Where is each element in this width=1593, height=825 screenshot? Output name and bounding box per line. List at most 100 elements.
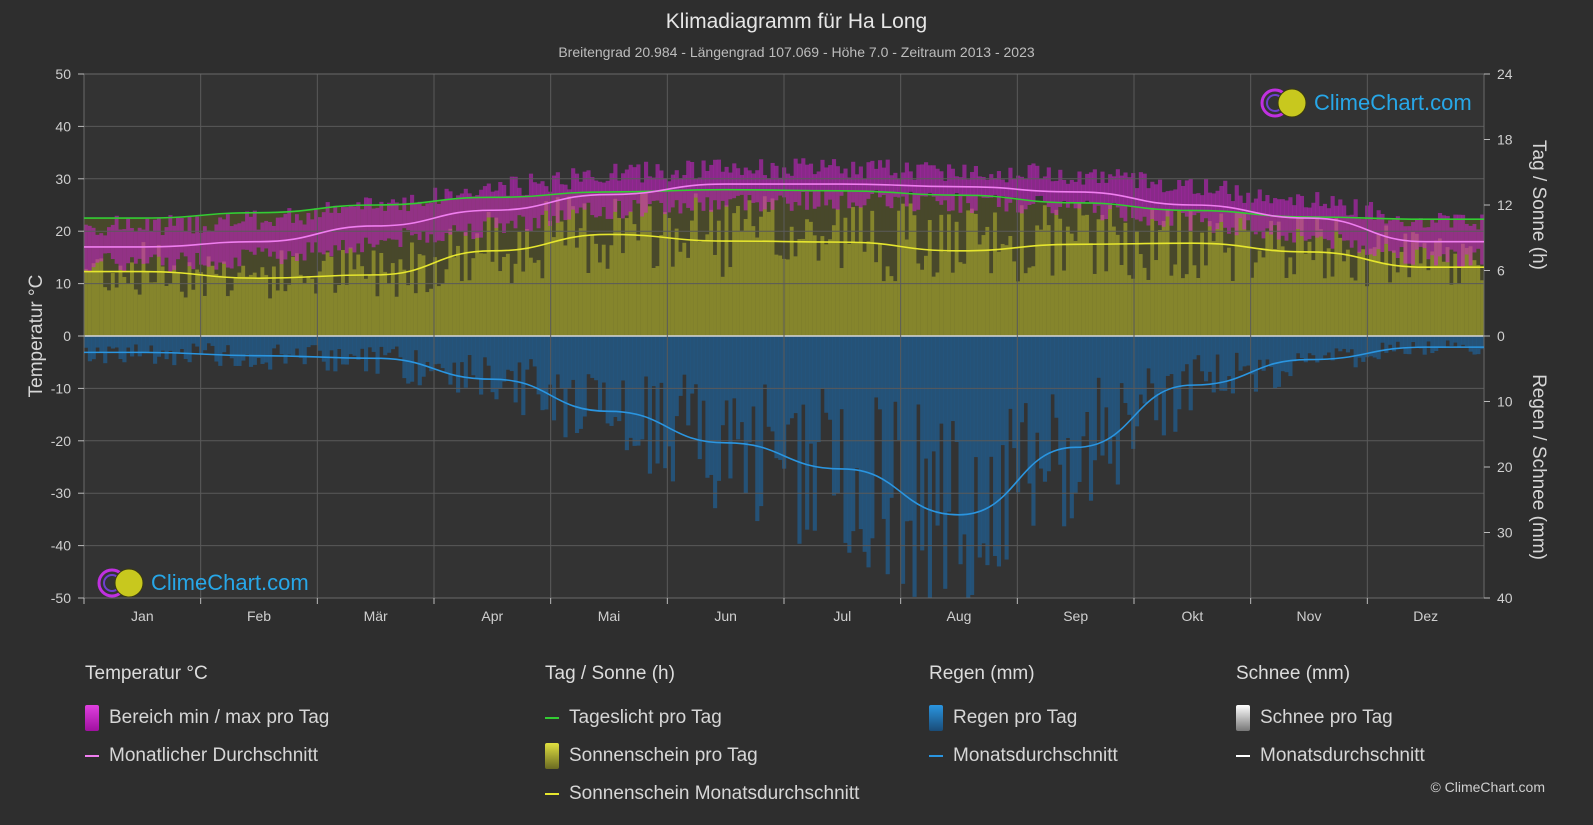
rain-day-bar	[989, 336, 994, 457]
copyright: © ClimeChart.com	[1430, 779, 1545, 795]
temp-range-day-bar	[1138, 172, 1143, 222]
temp-range-day-bar	[1008, 167, 1013, 203]
rain-day-bar	[210, 336, 215, 346]
sunshine-day-bar	[130, 262, 135, 336]
sunshine-day-bar	[1457, 283, 1462, 336]
line-swatch	[545, 793, 559, 795]
logo-top-right[interactable]: ClimeChart.com	[1258, 86, 1472, 120]
daylight-day-bar	[1180, 209, 1186, 336]
temp-range-day-bar	[1062, 179, 1067, 202]
daylight-day-bar	[164, 216, 169, 336]
sunshine-day-bar	[716, 220, 722, 336]
rain-day-bar	[655, 336, 660, 464]
sunshine-day-bar	[774, 254, 779, 336]
sunshine-day-bar	[114, 287, 119, 336]
temp-range-day-bar	[191, 233, 196, 270]
temp-range-day-bar	[667, 181, 672, 213]
temp-range-day-bar	[1246, 192, 1251, 221]
sunshine-day-bar	[736, 205, 741, 336]
y-right-tick-label: 12	[1497, 197, 1513, 213]
rain-day-bar	[644, 336, 649, 377]
temp-range-day-bar	[490, 191, 495, 218]
rain-day-bar	[1100, 336, 1105, 456]
rain-day-bar	[801, 336, 806, 405]
rain-day-bar	[1077, 336, 1082, 482]
rain-day-bar	[371, 336, 376, 352]
sunshine-day-bar	[448, 228, 453, 336]
sunshine-day-bar	[924, 255, 929, 336]
rain-day-bar	[977, 336, 982, 558]
sunshine-day-bar	[670, 266, 675, 336]
temp-range-day-bar	[1261, 201, 1266, 239]
sunshine-day-bar	[218, 275, 223, 336]
rain-day-bar	[1227, 336, 1232, 377]
chart-subtitle: Breitengrad 20.984 - Längengrad 107.069 …	[558, 44, 1035, 60]
rain-day-bar	[1399, 336, 1404, 348]
temp-range-day-bar	[1085, 173, 1090, 201]
temp-range-day-bar	[379, 201, 384, 241]
rain-day-bar	[1169, 336, 1174, 375]
temp-range-day-bar	[183, 231, 188, 257]
sunshine-day-bar	[1173, 264, 1178, 336]
sunshine-day-bar	[1065, 226, 1071, 336]
rain-day-bar	[628, 336, 633, 438]
sunshine-day-bar	[176, 272, 181, 336]
sunshine-day-bar	[1207, 221, 1212, 336]
sunshine-day-bar	[310, 278, 315, 336]
rain-day-bar	[582, 336, 587, 417]
temp-range-day-bar	[582, 171, 587, 210]
rain-day-bar	[709, 336, 714, 475]
temp-range-day-bar	[237, 223, 242, 267]
temp-range-day-bar	[567, 189, 572, 220]
temp-range-day-bar	[130, 228, 135, 258]
rain-day-bar	[774, 336, 779, 459]
rain-day-bar	[1115, 336, 1120, 485]
sunshine-day-bar	[835, 209, 840, 336]
daylight-day-bar	[670, 190, 675, 336]
legend-label: Tageslicht pro Tag	[569, 707, 722, 728]
temp-range-day-bar	[659, 170, 664, 204]
temp-range-day-bar	[762, 175, 768, 210]
daylight-day-bar	[1184, 210, 1189, 336]
rain-day-bar	[425, 336, 430, 362]
rain-day-bar	[379, 336, 384, 347]
rain-day-bar	[1319, 336, 1324, 360]
daylight-day-bar	[306, 209, 311, 336]
rain-day-bar	[847, 336, 852, 553]
rain-day-bar	[950, 336, 955, 422]
sunshine-day-bar	[647, 206, 652, 336]
rain-day-bar	[1200, 336, 1205, 372]
temp-range-day-bar	[340, 206, 346, 241]
sunshine-day-bar	[866, 241, 871, 336]
temp-range-day-bar	[854, 174, 860, 206]
sunshine-day-bar	[897, 210, 902, 336]
sunshine-day-bar	[989, 273, 994, 336]
rain-day-bar	[356, 336, 361, 360]
rain-day-bar	[1000, 336, 1005, 446]
sunshine-day-bar	[317, 271, 323, 336]
logo-bottom-left[interactable]: ClimeChart.com	[95, 566, 309, 600]
temp-range-day-bar	[1441, 215, 1446, 255]
daylight-day-bar	[1322, 217, 1328, 336]
rain-day-bar	[766, 336, 771, 427]
temp-range-day-bar	[1031, 163, 1036, 204]
daylight-day-bar	[191, 215, 196, 336]
temp-range-day-bar	[502, 184, 507, 233]
temp-range-day-bar	[881, 167, 886, 196]
sunshine-day-bar	[544, 201, 549, 336]
sunshine-day-bar	[1253, 262, 1258, 336]
rain-day-bar	[406, 336, 411, 384]
daylight-day-bar	[436, 200, 442, 336]
rain-day-bar	[463, 336, 468, 388]
rain-day-bar	[1441, 336, 1446, 349]
daylight-day-bar	[406, 202, 411, 336]
rain-day-bar	[398, 336, 403, 358]
sunshine-day-bar	[153, 282, 158, 336]
sunshine-day-bar	[1219, 213, 1224, 336]
temp-range-day-bar	[271, 225, 277, 252]
daylight-day-bar	[839, 190, 844, 336]
temp-range-day-bar	[1299, 195, 1305, 237]
rain-day-bar	[1345, 336, 1351, 353]
sunshine-day-bar	[862, 251, 867, 336]
rain-day-bar	[352, 336, 357, 356]
